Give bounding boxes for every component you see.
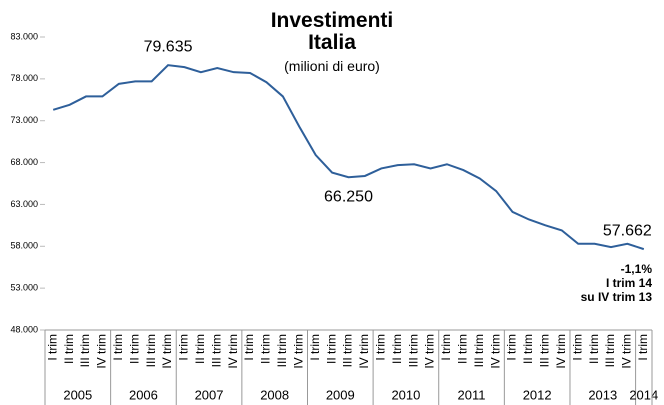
x-tick-label: I trim <box>570 334 584 361</box>
x-tick-label: IV trim <box>620 334 634 369</box>
y-tick-label: 48.000 <box>10 324 38 334</box>
x-tick-label: II trim <box>521 334 535 364</box>
y-tick-label: 63.000 <box>10 199 38 209</box>
line-series <box>52 64 645 251</box>
x-tick-label: III trim <box>406 334 420 367</box>
x-tick-label: IV trim <box>357 334 371 369</box>
x-tick-label: II trim <box>587 334 601 364</box>
x-tick-label: III trim <box>144 334 158 367</box>
x-tick-label: I trim <box>439 334 453 361</box>
x-tick-label: II trim <box>62 334 76 364</box>
y-tick-label: 68.000 <box>10 157 38 167</box>
x-tick-label: II trim <box>456 334 470 364</box>
x-tick-label: I trim <box>242 334 256 361</box>
data-label: 66.250 <box>324 188 373 205</box>
x-tick-label: I trim <box>308 334 322 361</box>
x-tick-label: I trim <box>636 334 650 361</box>
y-tick-label: 53.000 <box>10 283 38 293</box>
y-tick-label: 78.000 <box>10 73 38 83</box>
x-tick-label: IV trim <box>226 334 240 369</box>
x-tick-label: III trim <box>472 334 486 367</box>
x-tick-label: IV trim <box>554 334 568 369</box>
x-tick-label: II trim <box>390 334 404 364</box>
annotation: -1,1% <box>621 262 653 276</box>
year-label: 2011 <box>458 387 486 402</box>
chart-subtitle: (milioni di euro) <box>284 58 380 74</box>
x-tick-label: III trim <box>78 334 92 367</box>
year-label: 2013 <box>588 387 617 402</box>
x-tick-label: II trim <box>324 334 338 364</box>
year-label: 2007 <box>195 387 224 402</box>
x-tick-label: IV trim <box>95 334 109 369</box>
y-tick-label: 83.000 <box>10 31 38 41</box>
x-tick-label: II trim <box>193 334 207 364</box>
y-tick-label: 73.000 <box>10 115 38 125</box>
x-tick-label: III trim <box>603 334 617 367</box>
year-label: 2006 <box>129 387 158 402</box>
x-tick-label: III trim <box>538 334 552 367</box>
annotation: su IV trim 13 <box>581 290 653 304</box>
x-tick-label: IV trim <box>488 334 502 369</box>
year-label: 2005 <box>63 387 92 402</box>
year-label: 2010 <box>391 387 420 402</box>
x-tick-label: IV trim <box>423 334 437 369</box>
x-tick-label: I trim <box>505 334 519 361</box>
x-tick-label: II trim <box>259 334 273 364</box>
x-tick-label: IV trim <box>160 334 174 369</box>
x-tick-label: IV trim <box>291 334 305 369</box>
year-label: 2008 <box>260 387 289 402</box>
year-label: 2012 <box>523 387 552 402</box>
x-tick-label: II trim <box>127 334 141 364</box>
x-tick-label: III trim <box>209 334 223 367</box>
x-tick-label: I trim <box>177 334 191 361</box>
x-tick-label: I trim <box>45 334 59 361</box>
annotation: I trim 14 <box>606 276 652 290</box>
x-tick-label: III trim <box>275 334 289 367</box>
y-tick-label: 58.000 <box>10 241 38 251</box>
year-label: 2009 <box>326 387 355 402</box>
x-tick-label: III trim <box>341 334 355 367</box>
chart-title: Investimenti Italia <box>270 9 394 54</box>
x-tick-label: I trim <box>111 334 125 361</box>
year-label: 2014 <box>629 387 658 402</box>
x-tick-label: I trim <box>373 334 387 361</box>
data-label: 57.662 <box>603 222 652 239</box>
data-label: 79.635 <box>144 38 193 55</box>
